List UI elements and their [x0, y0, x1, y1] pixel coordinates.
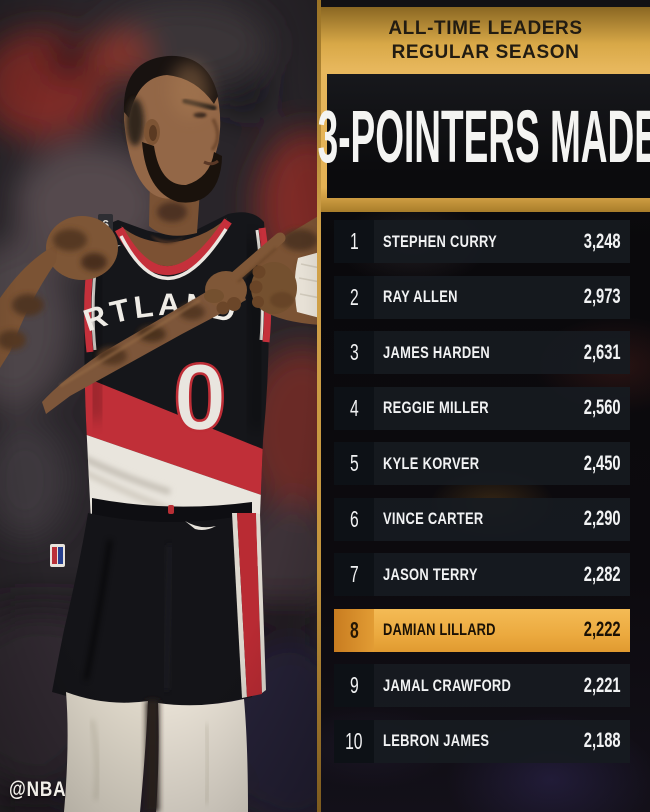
rank-cell: 8 — [334, 608, 374, 652]
rank-cell: 10 — [334, 719, 374, 763]
rank-cell: 9 — [334, 664, 374, 707]
player-name: JAMES HARDEN — [383, 342, 491, 362]
player-name: REGGIE MILLER — [383, 398, 489, 417]
nba-watermark: @NBA — [9, 778, 67, 801]
player-photo: 6 RTLAND 0 — [0, 0, 320, 812]
leaderboard-list: 1 STEPHEN CURRY 3,248 2 RAY ALLEN 2,973 … — [334, 220, 630, 763]
banner: ALL-TIME LEADERS REGULAR SEASON — [321, 7, 650, 74]
banner-line2: REGULAR SEASON — [391, 41, 580, 63]
gold-divider-line — [317, 0, 321, 812]
stat-title-block: 3-POINTERS MADE — [318, 74, 650, 198]
leaderboard-row: 6 VINCE CARTER 2,290 — [334, 497, 630, 541]
rank-cell: 3 — [334, 331, 374, 374]
player-name: LEBRON JAMES — [383, 731, 490, 750]
leaderboard-row: 3 JAMES HARDEN 2,631 — [334, 331, 630, 374]
vignette — [0, 0, 320, 812]
leaderboard-row-highlighted: 8 DAMIAN LILLARD 2,222 — [334, 608, 630, 652]
stat-value: 3,248 — [584, 229, 621, 253]
banner-line1: ALL-TIME LEADERS — [388, 18, 583, 40]
stat-value: 2,222 — [584, 618, 621, 641]
leaderboard-row: 1 STEPHEN CURRY 3,248 — [334, 220, 630, 263]
stat-value: 2,221 — [584, 673, 621, 697]
player-name: JASON TERRY — [383, 564, 478, 584]
rank-cell: 4 — [334, 386, 374, 430]
leaderboard-row: 9 JAMAL CRAWFORD 2,221 — [334, 664, 630, 707]
player-name: STEPHEN CURRY — [383, 231, 498, 251]
stat-value: 2,973 — [584, 285, 621, 308]
leaderboard-row: 4 REGGIE MILLER 2,560 — [334, 386, 630, 430]
rank-cell: 1 — [334, 220, 374, 263]
leaderboard-panel: ALL-TIME LEADERS REGULAR SEASON 3-POINTE… — [318, 0, 650, 812]
player-name: RAY ALLEN — [383, 287, 458, 306]
stat-value: 2,282 — [584, 562, 621, 586]
rank-cell: 5 — [334, 442, 374, 485]
rank-cell: 2 — [334, 275, 374, 319]
player-name: VINCE CARTER — [383, 509, 484, 528]
rank-cell: 6 — [334, 497, 374, 541]
leaderboard-row: 7 JASON TERRY 2,282 — [334, 553, 630, 596]
stat-value: 2,631 — [584, 340, 621, 364]
player-name: KYLE KORVER — [383, 453, 480, 473]
stat-value: 2,188 — [584, 729, 621, 752]
leaderboard-row: 2 RAY ALLEN 2,973 — [334, 275, 630, 319]
stat-title: 3-POINTERS MADE — [317, 94, 650, 178]
rank-cell: 7 — [334, 553, 374, 596]
stat-value: 2,560 — [584, 396, 621, 419]
stat-value: 2,450 — [584, 451, 621, 475]
leaderboard-row: 10 LEBRON JAMES 2,188 — [334, 719, 630, 763]
player-name: JAMAL CRAWFORD — [383, 675, 512, 695]
leaderboard-row: 5 KYLE KORVER 2,450 — [334, 442, 630, 485]
stat-value: 2,290 — [584, 507, 621, 530]
player-name: DAMIAN LILLARD — [383, 620, 496, 639]
